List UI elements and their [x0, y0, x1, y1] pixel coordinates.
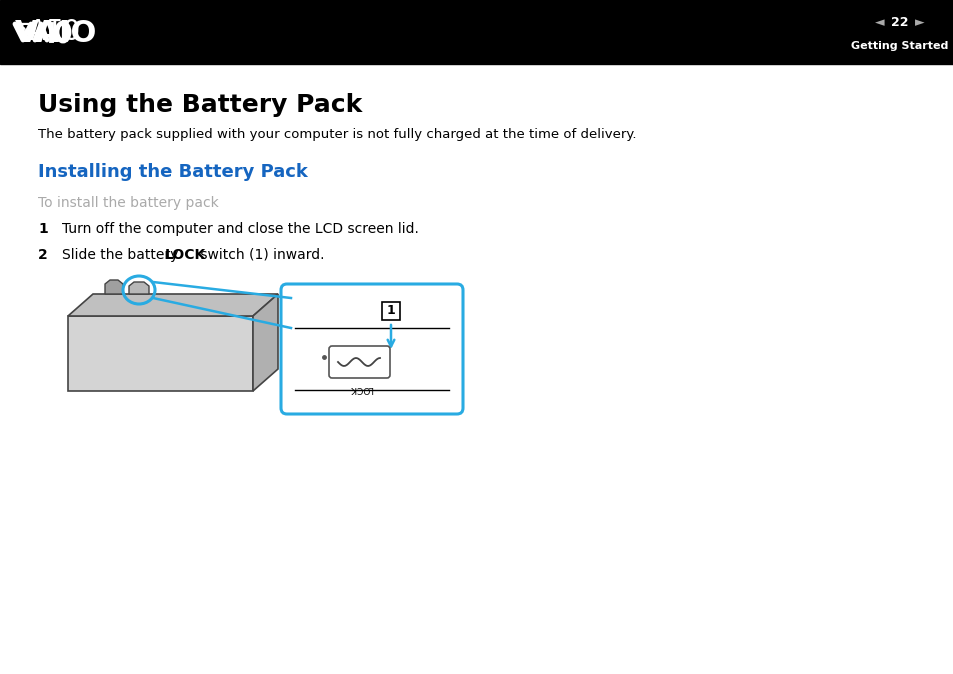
Text: 1: 1 — [38, 222, 48, 236]
Text: Using the Battery Pack: Using the Battery Pack — [38, 93, 362, 117]
Text: 1: 1 — [386, 305, 395, 317]
Bar — [381, 302, 399, 320]
Bar — [0, 0, 953, 64]
Text: ⍕AIO: ⍕AIO — [14, 18, 81, 46]
FancyBboxPatch shape — [281, 284, 462, 414]
Text: Slide the battery: Slide the battery — [62, 248, 183, 262]
Text: ◄: ◄ — [874, 16, 883, 29]
Text: Getting Started: Getting Started — [850, 41, 947, 51]
Polygon shape — [129, 282, 149, 294]
Text: Turn off the computer and close the LCD screen lid.: Turn off the computer and close the LCD … — [62, 222, 418, 236]
Text: Installing the Battery Pack: Installing the Battery Pack — [38, 163, 308, 181]
Text: 22: 22 — [890, 16, 908, 29]
Text: ►: ► — [914, 16, 923, 29]
Polygon shape — [68, 294, 277, 316]
Text: switch (1) inward.: switch (1) inward. — [195, 248, 324, 262]
Text: To install the battery pack: To install the battery pack — [38, 196, 218, 210]
Text: The battery pack supplied with your computer is not fully charged at the time of: The battery pack supplied with your comp… — [38, 128, 636, 141]
Text: LOCK: LOCK — [349, 384, 373, 392]
Text: VAIO: VAIO — [15, 19, 97, 48]
Polygon shape — [68, 316, 253, 391]
Text: 2: 2 — [38, 248, 48, 262]
Polygon shape — [105, 280, 123, 294]
Polygon shape — [253, 294, 277, 391]
Text: LOCK: LOCK — [165, 248, 206, 262]
FancyBboxPatch shape — [329, 346, 390, 378]
